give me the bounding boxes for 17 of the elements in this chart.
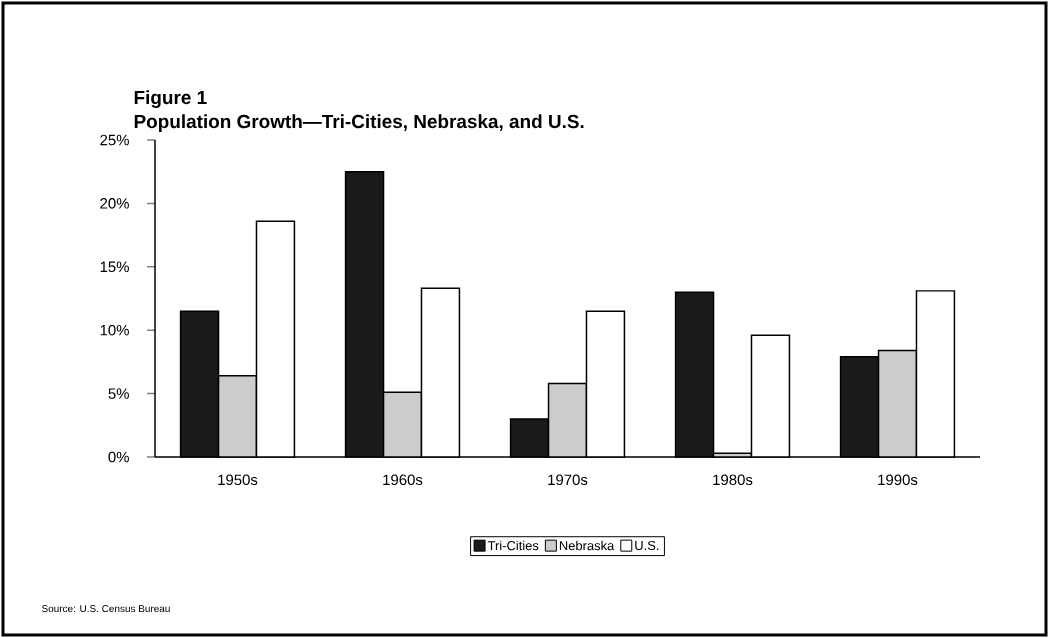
source-note: Source: U.S. Census Bureau (41, 605, 170, 613)
chart-subtitle: Population Growth—Tri-Cities, Nebraska, and U.S. (134, 114, 584, 132)
x-tick-label: 1950s (218, 474, 258, 486)
legend-label: U.S. (635, 540, 659, 551)
x-tick-label: 1960s (383, 474, 423, 486)
y-tick-label: 5% (108, 388, 129, 399)
y-tick-label: 0% (108, 451, 129, 463)
y-tick-label: 25% (100, 134, 129, 146)
legend-label: Tri-Cities (487, 540, 539, 551)
legend-label: Nebraska (559, 540, 615, 551)
x-tick-label: 1970s (548, 474, 588, 486)
y-tick-label: 15% (100, 261, 129, 273)
chart-title: Figure 1 (134, 90, 207, 108)
x-tick-label: 1980s (713, 474, 753, 486)
x-tick-label: 1990s (878, 474, 918, 486)
y-tick-label: 10% (100, 324, 129, 336)
y-tick-label: 20% (100, 198, 129, 209)
